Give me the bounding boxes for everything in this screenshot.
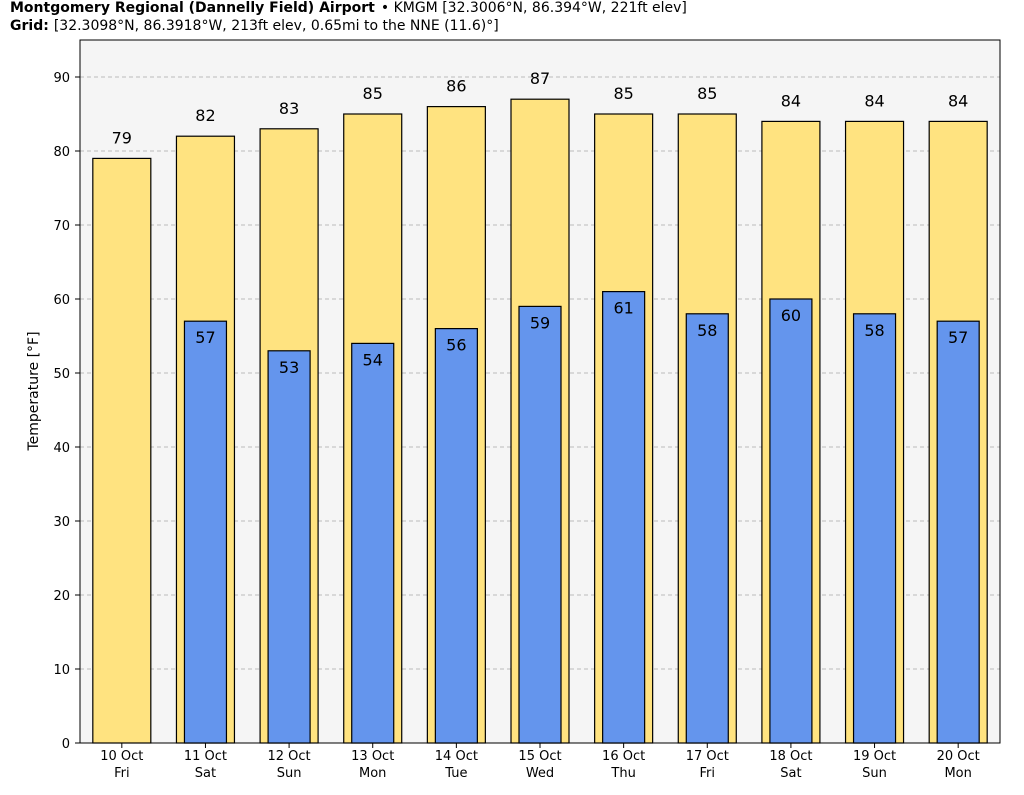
x-tick-label: Sun (862, 766, 887, 781)
value-label: 57 (195, 328, 215, 347)
value-label: 53 (279, 358, 299, 377)
value-label: 61 (613, 299, 633, 318)
value-label: 58 (697, 321, 717, 340)
x-tick-label: 13 Oct (351, 749, 394, 764)
value-label: 58 (864, 321, 884, 340)
x-tick-label: Fri (700, 766, 716, 781)
x-tick-label: 11 Oct (184, 749, 227, 764)
y-tick-label: 10 (53, 663, 70, 678)
value-label: 56 (446, 336, 466, 355)
value-label: 79 (112, 128, 132, 147)
bar (267, 350, 311, 744)
y-tick-label: 60 (53, 293, 70, 308)
x-tick-label: Sat (195, 766, 216, 781)
x-tick-label: Mon (359, 766, 386, 781)
x-tick-label: 14 Oct (435, 749, 478, 764)
bar (769, 298, 813, 744)
x-tick-label: 16 Oct (602, 749, 645, 764)
value-label: 84 (948, 91, 968, 110)
value-label: 60 (781, 306, 801, 325)
y-tick-label: 90 (53, 71, 70, 86)
x-tick-label: 10 Oct (100, 749, 143, 764)
bar (92, 157, 152, 744)
x-tick-label: Mon (944, 766, 971, 781)
y-axis-label: Temperature [°F] (26, 331, 42, 451)
x-tick-label: 19 Oct (853, 749, 896, 764)
value-label: 57 (948, 328, 968, 347)
bar (434, 328, 478, 744)
header-line-2: Grid: [32.3098°N, 86.3918°W, 213ft elev, … (10, 18, 499, 34)
value-label: 87 (530, 69, 550, 88)
bar (685, 313, 729, 744)
x-tick-label: Wed (526, 766, 554, 781)
x-tick-label: Sun (277, 766, 302, 781)
y-tick-label: 30 (53, 515, 70, 530)
bar (852, 313, 897, 744)
y-tick-label: 80 (53, 145, 70, 160)
value-label: 54 (363, 350, 383, 369)
bar (351, 342, 395, 744)
bar (183, 320, 228, 744)
x-tick-label: 18 Oct (769, 749, 812, 764)
x-tick-label: 12 Oct (268, 749, 311, 764)
x-tick-label: Thu (610, 766, 635, 781)
bar (602, 291, 646, 744)
y-tick-label: 20 (53, 589, 70, 604)
value-label: 85 (363, 84, 383, 103)
x-tick-label: Fri (114, 766, 130, 781)
y-tick-label: 0 (62, 737, 70, 752)
grid-label: Grid: (10, 18, 49, 34)
value-label: 83 (279, 99, 299, 118)
x-tick-label: Sat (780, 766, 801, 781)
y-tick-label: 50 (53, 367, 70, 382)
bar (936, 320, 980, 744)
y-tick-label: 70 (53, 219, 70, 234)
x-tick-label: Tue (444, 766, 467, 781)
header-line-1: Montgomery Regional (Dannelly Field) Air… (10, 0, 687, 16)
value-label: 82 (195, 106, 215, 125)
x-tick-label: 20 Oct (937, 749, 980, 764)
value-label: 59 (530, 313, 550, 332)
value-label: 85 (697, 84, 717, 103)
plot-area (79, 39, 1001, 744)
value-label: 86 (446, 77, 466, 96)
value-label: 84 (781, 91, 801, 110)
grid-info: [32.3098°N, 86.3918°W, 213ft elev, 0.65m… (54, 18, 499, 34)
title: Montgomery Regional (Dannelly Field) Air… (10, 0, 375, 16)
x-tick-label: 15 Oct (518, 749, 561, 764)
value-label: 85 (613, 84, 633, 103)
y-tick-label: 40 (53, 441, 70, 456)
station: • KMGM [32.3006°N, 86.394°W, 221ft elev] (381, 0, 687, 16)
x-tick-label: 17 Oct (686, 749, 729, 764)
bar (518, 305, 562, 744)
value-label: 84 (864, 91, 884, 110)
